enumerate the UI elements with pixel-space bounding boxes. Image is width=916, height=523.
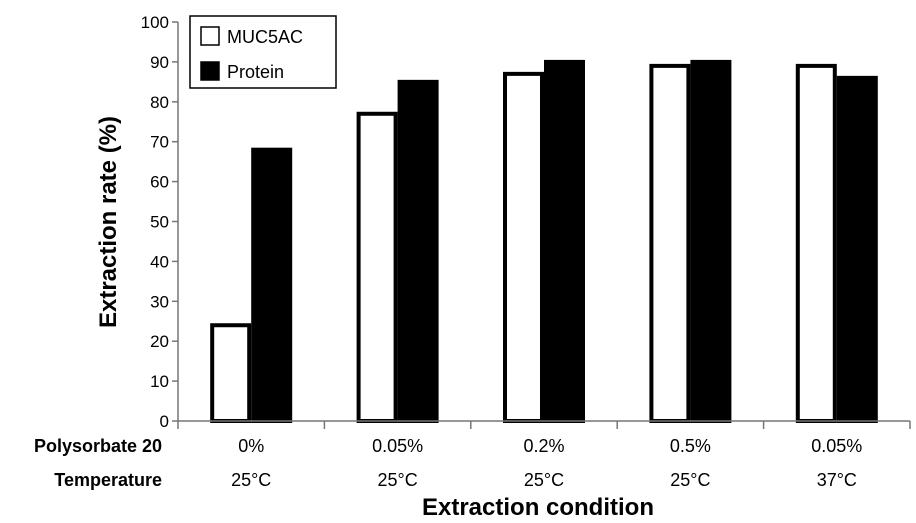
- legend-swatch-muc5ac: [200, 26, 220, 46]
- y-tick-label: 100: [141, 13, 169, 32]
- category-value-label: 0.05%: [372, 436, 423, 456]
- x-axis-title: Extraction condition: [422, 494, 654, 521]
- category-value-label: 25°C: [377, 470, 417, 490]
- bar-protein-1: [397, 79, 439, 423]
- bar-protein-2: [544, 59, 585, 424]
- bars: [210, 59, 878, 424]
- y-tick-label: 70: [150, 133, 169, 152]
- category-value-label: 37°C: [817, 470, 857, 490]
- bar-muc5ac-0: [210, 323, 252, 423]
- x-axis: [177, 420, 911, 429]
- bar-muc5ac-1: [356, 111, 398, 424]
- bar-muc5ac-3: [649, 63, 691, 423]
- category-row-heading: Polysorbate 20: [34, 436, 162, 456]
- legend-swatch-protein: [200, 61, 220, 81]
- y-axis-title: Extraction rate (%): [95, 116, 122, 328]
- legend-label-protein: Protein: [227, 62, 284, 82]
- y-tick-label: 50: [150, 213, 169, 232]
- category-row-heading: Temperature: [54, 470, 162, 490]
- category-labels: Polysorbate 20 0% 0.05% 0.2% 0.5% 0.05% Temper…: [34, 436, 862, 490]
- bar-muc5ac-4: [795, 63, 837, 423]
- y-tick-label: 30: [150, 292, 169, 311]
- y-tick-label: 10: [150, 372, 169, 391]
- bar-protein-4: [836, 75, 878, 424]
- y-tick-label: 20: [150, 332, 169, 351]
- y-tick-label: 0: [160, 412, 169, 431]
- legend: MUC5AC Protein: [189, 15, 337, 89]
- y-axis: 0 10 20 30 40 50 60 70 80 90 100: [141, 13, 179, 431]
- y-tick-label: 90: [150, 53, 169, 72]
- y-tick-label: 60: [150, 173, 169, 192]
- category-value-label: 0.2%: [523, 436, 564, 456]
- bar-muc5ac-2: [503, 71, 544, 424]
- bar-protein-3: [690, 59, 732, 424]
- category-value-label: 0.05%: [811, 436, 862, 456]
- y-tick-label: 40: [150, 252, 169, 271]
- legend-label-muc5ac: MUC5AC: [227, 27, 303, 47]
- y-tick-label: 80: [150, 93, 169, 112]
- category-value-label: 25°C: [231, 470, 271, 490]
- category-value-label: 25°C: [670, 470, 710, 490]
- category-value-label: 25°C: [524, 470, 564, 490]
- category-value-label: 0%: [238, 436, 264, 456]
- bar-protein-0: [251, 147, 293, 423]
- category-value-label: 0.5%: [670, 436, 711, 456]
